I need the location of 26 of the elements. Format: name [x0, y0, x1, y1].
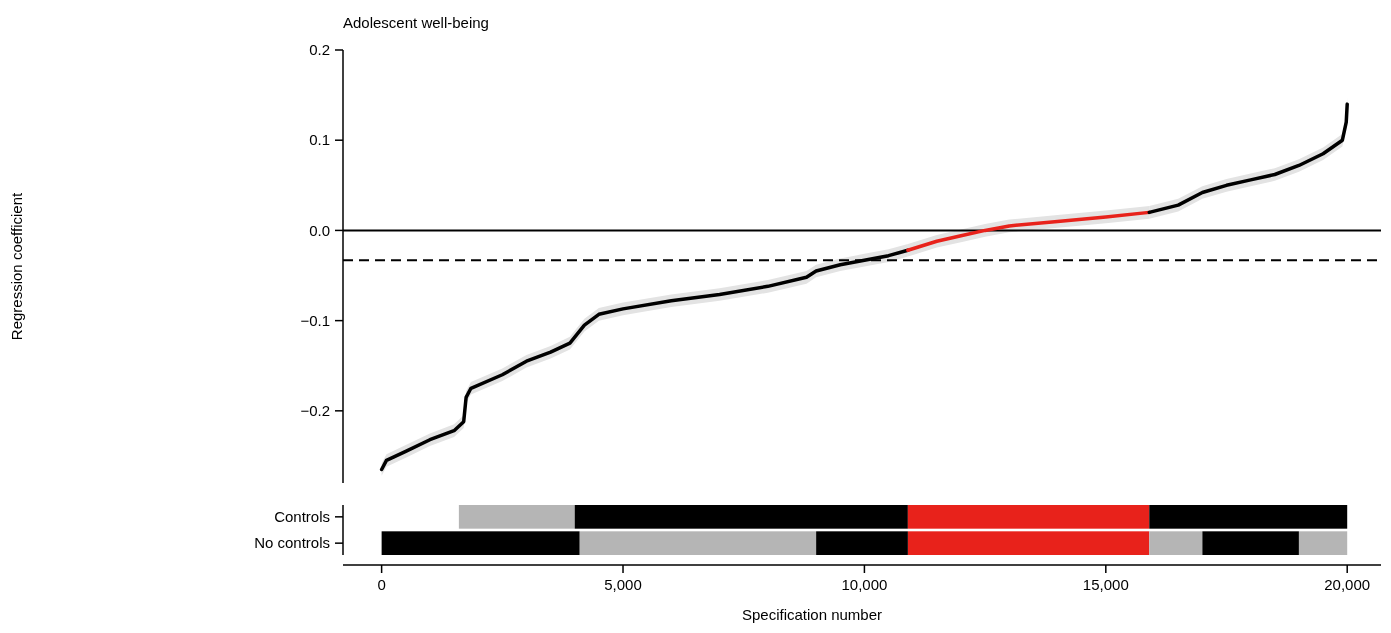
- x-tick-label: 20,000: [1324, 576, 1371, 593]
- x-tick-label: 0: [377, 576, 386, 593]
- x-tick-label: 10,000: [841, 576, 888, 593]
- chart-title: Adolescent well-being: [343, 14, 489, 31]
- y-tick-label: −0.2: [300, 402, 330, 420]
- bar: [907, 531, 1150, 555]
- y-axis-title: Regression coefficient: [8, 192, 25, 341]
- y-tick-label: −0.1: [300, 311, 330, 329]
- x-tick-label: 5,000: [604, 576, 642, 593]
- bar: [1149, 505, 1348, 529]
- bar: [574, 505, 908, 529]
- y-tick-label: 0.1: [309, 131, 330, 149]
- bar: [381, 531, 580, 555]
- x-axis-title: Specification number: [741, 606, 883, 623]
- bar: [458, 505, 575, 529]
- bar: [816, 531, 908, 555]
- bar: [1202, 531, 1299, 555]
- x-tick-label: 15,000: [1082, 576, 1129, 593]
- y-tick-label: Controls: [274, 508, 330, 526]
- bar: [907, 505, 1150, 529]
- y-tick-label: 0.2: [309, 41, 330, 59]
- bar: [1298, 531, 1348, 555]
- bar: [579, 531, 817, 555]
- y-tick-label: No controls: [254, 534, 330, 552]
- y-tick-label: 0.0: [309, 221, 330, 239]
- bar: [1149, 531, 1203, 555]
